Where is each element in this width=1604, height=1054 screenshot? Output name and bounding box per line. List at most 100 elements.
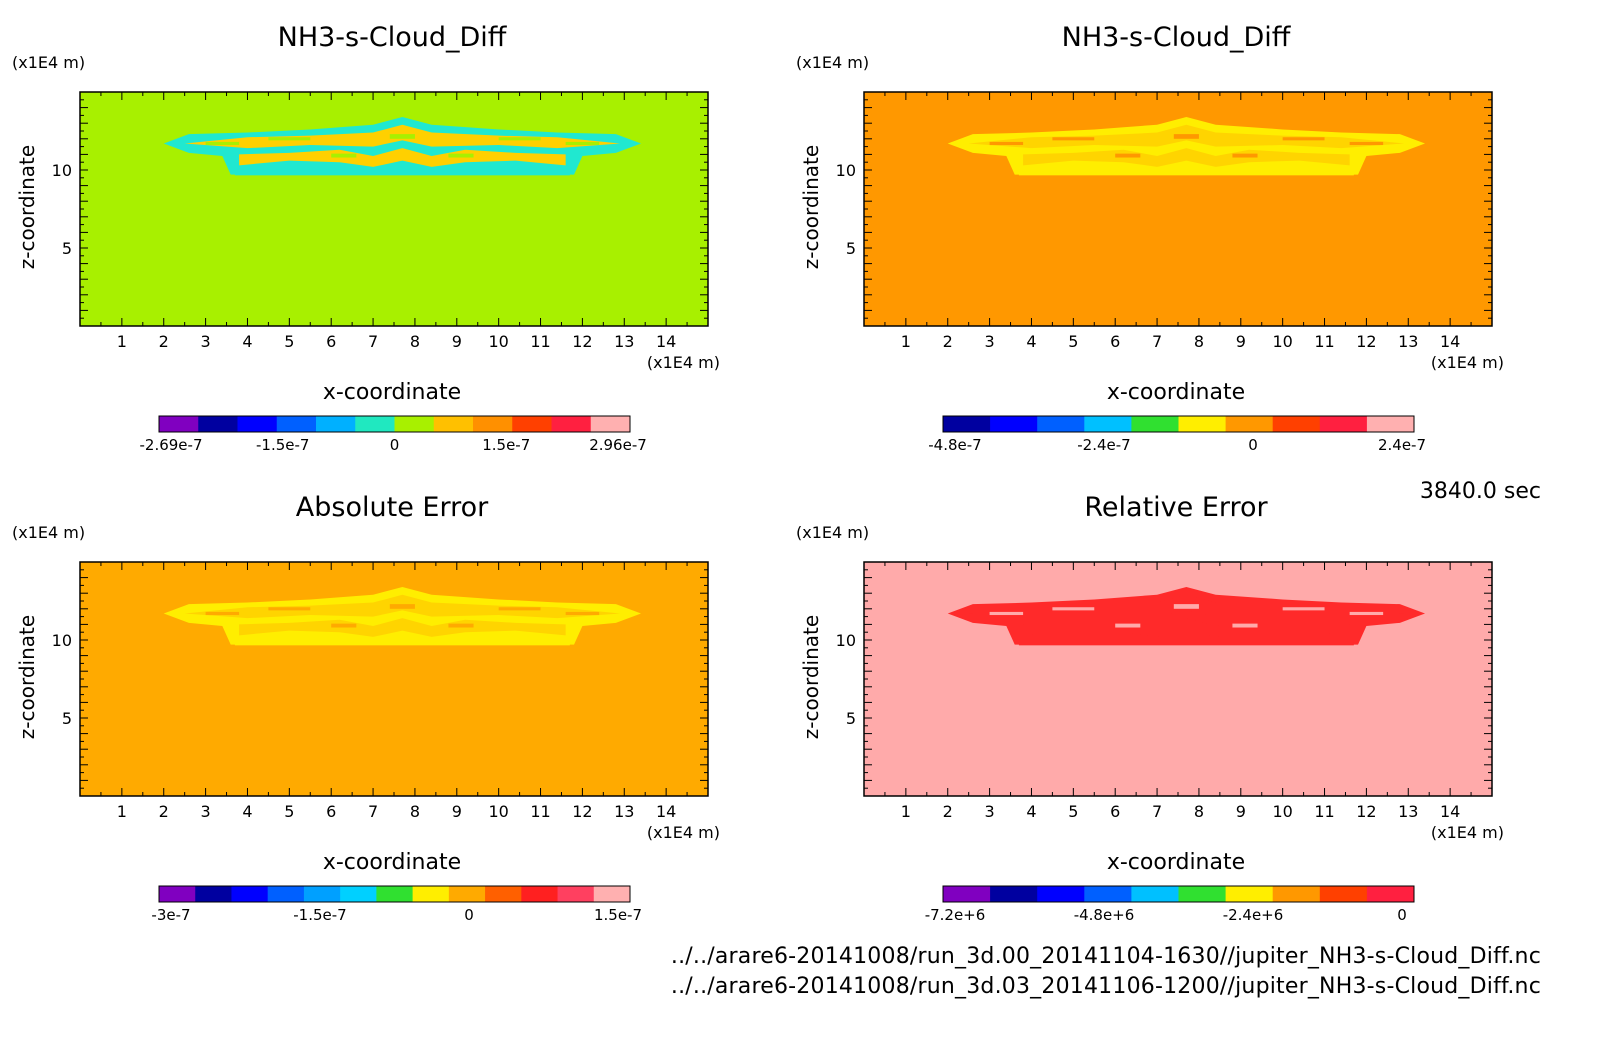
colorbar-swatch (1178, 416, 1227, 432)
colorbar-label: 0 (1248, 436, 1258, 454)
x-tick-label: 9 (452, 332, 462, 351)
x-tick-label: 14 (656, 802, 676, 821)
file-path-1: ../../arare6-20141008/run_3d.00_20141104… (670, 944, 1541, 969)
cloud-gap-5 (1173, 604, 1199, 609)
cloud-gap-7 (565, 141, 600, 146)
timestamp-label: 3840.0 sec (1419, 479, 1541, 504)
colorbar-label: 2.96e-7 (589, 436, 647, 454)
colorbar-label: -1.5e-7 (256, 436, 309, 454)
y-unit-label: (x1E4 m) (12, 523, 85, 542)
x-tick-label: 9 (1236, 802, 1246, 821)
y-tick-label: 5 (62, 239, 72, 258)
y-axis: 5 10 z-coordinate (15, 91, 708, 327)
chart-title: NH3-s-Cloud_Diff (278, 22, 508, 53)
colorbar-label: -7.2e+6 (925, 906, 986, 924)
colorbar-swatch (412, 886, 450, 902)
x-tick-label: 2 (159, 802, 169, 821)
y-axis: 5 10 z-coordinate (799, 91, 1492, 327)
x-tick-label: 13 (614, 802, 634, 821)
colorbar-swatch (231, 886, 269, 902)
cloud-layer (163, 586, 642, 646)
cloud-layer (947, 586, 1426, 646)
colorbar-swatch (198, 416, 238, 432)
colorbar-label: -4.8e+6 (1074, 906, 1135, 924)
x-tick-label: 10 (1272, 802, 1292, 821)
chart-panel-3: Absolute Error(x1E4 m)1 2 3 4 5 6 7 8 9 10 11 12 13 1… (12, 492, 720, 924)
colorbar-label: 0 (390, 436, 400, 454)
x-tick-label: 8 (1194, 332, 1204, 351)
y-tick-label: 5 (846, 709, 856, 728)
cloud-band-2 (239, 148, 566, 167)
x-tick-label: 6 (326, 802, 336, 821)
colorbar-swatch (355, 416, 395, 432)
colorbar-label: -2.4e+6 (1223, 906, 1284, 924)
x-unit-label: (x1E4 m) (647, 823, 720, 842)
x-tick-label: 11 (1314, 802, 1334, 821)
x-tick-label: 6 (1110, 802, 1120, 821)
colorbar-swatch (990, 886, 1038, 902)
x-tick-label: 4 (1026, 802, 1036, 821)
cloud-band-2 (239, 618, 566, 637)
colorbar-label: -1.5e-7 (293, 906, 346, 924)
colorbar-swatch (159, 416, 199, 432)
y-unit-label: (x1E4 m) (796, 53, 869, 72)
colorbar-label: 0 (1397, 906, 1407, 924)
y-axis-label: z-coordinate (799, 145, 823, 269)
colorbar-label: -2.69e-7 (140, 436, 203, 454)
colorbar-swatch (990, 416, 1038, 432)
x-tick-label: 11 (530, 802, 550, 821)
y-axis-label: z-coordinate (799, 615, 823, 739)
x-axis-label: x-coordinate (323, 850, 461, 875)
x-tick-label: 11 (530, 332, 550, 351)
x-tick-label: 7 (368, 802, 378, 821)
y-tick-label: 10 (836, 631, 856, 650)
colorbar-swatch (303, 886, 341, 902)
colorbar-swatch (1366, 416, 1415, 432)
x-axis: 1 2 3 4 5 6 7 8 9 10 11 12 13 14(x1E4 m)x-coordinate (79, 92, 720, 405)
x-tick-label: 3 (201, 332, 211, 351)
colorbar-frame (158, 885, 631, 903)
x-tick-label: 5 (1068, 332, 1078, 351)
x-tick-label: 8 (410, 802, 420, 821)
x-unit-label: (x1E4 m) (647, 353, 720, 372)
x-tick-label: 7 (1152, 802, 1162, 821)
x-tick-label: 3 (985, 802, 995, 821)
file-path-2: ../../arare6-20141008/run_3d.03_20141106… (670, 974, 1541, 999)
cloud-layer (163, 116, 642, 176)
x-axis: 1 2 3 4 5 6 7 8 9 10 11 12 13 14(x1E4 m)x-coordinate (863, 92, 1504, 405)
x-tick-label: 2 (943, 332, 953, 351)
colorbar-swatch (485, 886, 522, 902)
colorbar-label: 1.5e-7 (594, 906, 642, 924)
cloud-gap-1 (268, 607, 311, 611)
cloud-gap-4 (448, 153, 474, 158)
colorbar-swatch (195, 886, 232, 902)
x-tick-label: 5 (1068, 802, 1078, 821)
x-tick-label: 9 (452, 802, 462, 821)
chart-title: NH3-s-Cloud_Diff (1062, 22, 1292, 53)
colorbar-label: -3e-7 (151, 906, 190, 924)
cloud-gap-1 (1052, 607, 1095, 611)
x-tick-label: 11 (1314, 332, 1334, 351)
colorbar-swatch (1366, 886, 1415, 902)
colorbar-swatch (1225, 416, 1274, 432)
y-axis: 5 10 z-coordinate (15, 561, 708, 797)
x-tick-label: 3 (985, 332, 995, 351)
colorbar-swatch (1272, 416, 1321, 432)
cloud-base-line (234, 172, 570, 176)
colorbar-swatch (1319, 416, 1368, 432)
x-unit-label: (x1E4 m) (1431, 353, 1504, 372)
cloud-gap-3 (1115, 623, 1141, 628)
colorbar-swatch (1084, 886, 1132, 902)
x-tick-label: 6 (326, 332, 336, 351)
cloud-gap-7 (1349, 611, 1384, 616)
x-tick-label: 13 (614, 332, 634, 351)
colorbar-swatch (448, 886, 486, 902)
x-axis-label: x-coordinate (1107, 380, 1245, 405)
colorbar-swatch (394, 416, 435, 432)
cloud-band-2 (1023, 618, 1350, 637)
cloud-gap-6 (205, 611, 240, 616)
colorbar-label: -4.8e-7 (928, 436, 981, 454)
cloud-gap-1 (1052, 137, 1095, 141)
x-tick-label: 10 (488, 332, 508, 351)
